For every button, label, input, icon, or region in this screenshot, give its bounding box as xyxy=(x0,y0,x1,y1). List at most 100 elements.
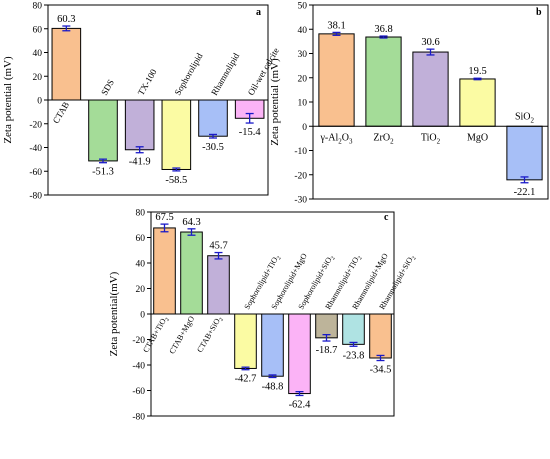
value-label: -42.7 xyxy=(235,374,257,385)
category-label-subscript: 2 xyxy=(390,137,394,145)
bar xyxy=(153,227,176,315)
category-label-subscript: 2 xyxy=(437,137,441,145)
category-label-part: MgO xyxy=(467,132,488,143)
panel-letter: c xyxy=(384,212,389,223)
y-tick-label: 20 xyxy=(33,73,43,83)
y-tick-label: -20 xyxy=(29,120,42,130)
category-label-part: TiO xyxy=(421,132,437,143)
category-label-subscript: 2 xyxy=(276,255,283,261)
y-tick-label: -80 xyxy=(29,192,42,202)
bar xyxy=(207,255,230,315)
bar xyxy=(124,99,155,151)
y-tick-label: 40 xyxy=(33,49,43,59)
panel-letter: b xyxy=(536,7,542,18)
value-label: -23.8 xyxy=(343,350,365,361)
category-label: Rhamnolipid xyxy=(209,51,241,97)
y-tick-label: -40 xyxy=(132,362,145,372)
category-label-subscript: 2 xyxy=(338,137,342,145)
bar xyxy=(365,36,402,127)
category-label-part: CTAB+TiO xyxy=(141,317,168,354)
panel-b: -30-20-100102030405038.1γ-Al2O336.8ZrO23… xyxy=(269,2,549,206)
category-label: ZrO2 xyxy=(373,132,394,145)
value-label: -51.3 xyxy=(92,167,114,178)
category-label: MgO xyxy=(467,132,488,143)
value-label: 60.3 xyxy=(57,14,75,25)
category-label: CTAB xyxy=(51,100,71,125)
y-tick-label: 0 xyxy=(302,123,307,133)
y-tick-label: 0 xyxy=(140,311,145,321)
plot-frame xyxy=(150,211,395,417)
y-axis-label: Zeta potential (mV) xyxy=(269,58,281,146)
bar xyxy=(342,313,365,345)
y-tick-label: -20 xyxy=(294,171,307,181)
category-label: SiO2 xyxy=(515,111,535,124)
bar xyxy=(412,51,449,127)
category-label-subscript: 2 xyxy=(357,255,364,261)
category-label-subscript: 2 xyxy=(330,256,337,262)
y-tick-label: -20 xyxy=(132,336,145,346)
value-label: 19.5 xyxy=(468,66,486,77)
y-tick-label: 0 xyxy=(37,97,42,107)
bar xyxy=(51,27,82,101)
y-tick-label: 40 xyxy=(298,26,308,36)
category-label-part: SiO xyxy=(515,111,531,122)
y-tick-label: 60 xyxy=(33,25,43,35)
plot-frame xyxy=(47,4,269,196)
category-label: CTAB+SiO2 xyxy=(195,314,225,355)
bar xyxy=(369,313,392,359)
y-tick-label: 30 xyxy=(298,50,308,60)
value-label: -41.9 xyxy=(129,157,151,168)
y-tick-label: 20 xyxy=(298,74,308,84)
bar xyxy=(161,99,192,170)
category-label-part: γ-Al xyxy=(320,132,339,143)
bar xyxy=(318,33,355,127)
category-label-part: ZrO xyxy=(373,132,390,143)
bar xyxy=(180,231,203,315)
category-label-subscript: 3 xyxy=(349,137,353,145)
value-label: -62.4 xyxy=(289,399,312,410)
value-label: 30.6 xyxy=(421,37,439,48)
category-label: TiO2 xyxy=(421,132,441,145)
y-tick-label: -60 xyxy=(29,168,42,178)
y-tick-label: -10 xyxy=(294,147,307,157)
y-tick-label: -40 xyxy=(29,144,42,154)
y-tick-label: 80 xyxy=(136,209,146,219)
category-label-subscript: 2 xyxy=(411,256,418,262)
category-label: Sophorolipid xyxy=(172,51,204,97)
category-label-subscript: 2 xyxy=(531,116,535,124)
y-axis-label: Zeta potential(mV) xyxy=(108,271,120,356)
category-label-subscript: 2 xyxy=(164,317,171,323)
y-tick-label: -80 xyxy=(132,413,145,423)
y-tick-label: 40 xyxy=(136,260,146,270)
y-axis-label: Zeta potential (mV) xyxy=(2,56,14,144)
panel-letter: a xyxy=(256,7,261,18)
bar xyxy=(234,313,257,369)
bar xyxy=(506,125,543,181)
plot-frame xyxy=(312,4,549,200)
y-tick-label: 20 xyxy=(136,285,146,295)
value-label: 67.5 xyxy=(155,212,173,223)
value-label: 38.1 xyxy=(327,20,345,31)
value-label: 64.3 xyxy=(182,217,200,228)
category-label-part: CTAB+SiO xyxy=(195,317,222,354)
y-tick-label: 80 xyxy=(33,2,43,12)
category-label-part: CTAB+MgO xyxy=(167,314,196,355)
value-label: -18.7 xyxy=(316,345,338,356)
bar xyxy=(88,99,118,162)
y-tick-label: 60 xyxy=(136,234,146,244)
category-label-subscript: 2 xyxy=(218,317,225,323)
y-tick-label: -30 xyxy=(294,196,307,206)
y-tick-label: 10 xyxy=(298,99,308,109)
value-label: -15.4 xyxy=(239,127,262,138)
bar xyxy=(198,99,228,137)
value-label: -58.5 xyxy=(165,175,187,186)
y-tick-label: 50 xyxy=(298,2,308,12)
category-label: TX-100 xyxy=(136,67,159,97)
value-label: -30.5 xyxy=(202,142,224,153)
category-label: γ-Al2O3 xyxy=(320,132,353,145)
value-label: 45.7 xyxy=(209,241,227,252)
category-label: CTAB+MgO xyxy=(167,314,196,355)
panel-a: -80 -60 -40 -20 0 20 40 60 80 60.3 CTAB -51.3 SDS -41… xyxy=(2,2,281,202)
value-label: 36.8 xyxy=(374,24,392,35)
value-label: -22.1 xyxy=(514,187,536,198)
